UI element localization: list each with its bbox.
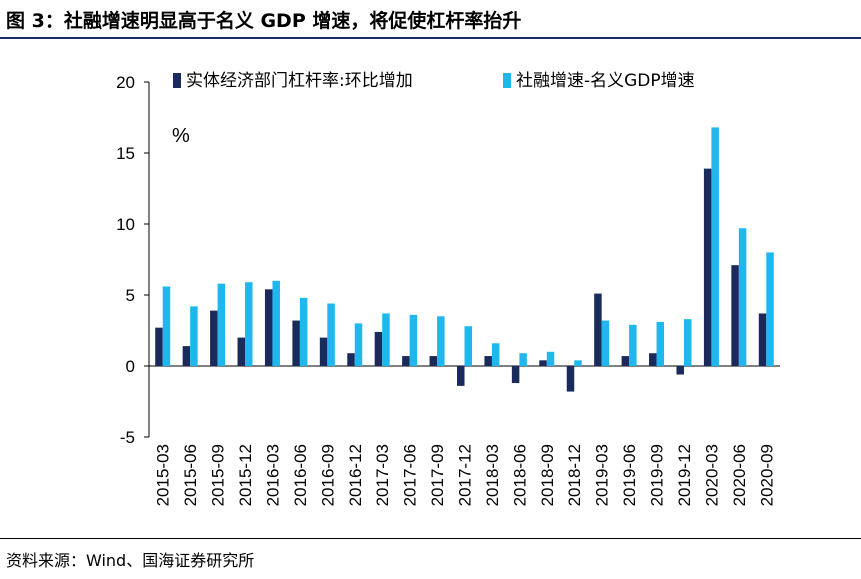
bar-leverage-change — [594, 293, 602, 366]
x-tick-label: 2016-12 — [346, 444, 365, 506]
bar-tsf-minus-gdp — [766, 252, 774, 366]
x-tick-label: 2020-09 — [757, 444, 776, 506]
bar-tsf-minus-gdp — [327, 303, 335, 366]
bar-leverage-change — [429, 356, 438, 366]
bar-tsf-minus-gdp — [656, 321, 665, 366]
bar-leverage-change — [457, 366, 465, 386]
bar-leverage-change — [292, 320, 300, 366]
bar-tsf-minus-gdp — [738, 228, 747, 366]
x-tick-label: 2016-09 — [318, 444, 337, 506]
title-divider — [0, 37, 861, 39]
x-tick-label: 2018-12 — [565, 444, 584, 506]
x-tick-label: 2017-12 — [456, 444, 475, 506]
bar-leverage-change — [649, 353, 657, 366]
x-tick-label: 2015-06 — [181, 444, 200, 506]
bar-leverage-change — [237, 337, 246, 366]
bar-tsf-minus-gdp — [711, 127, 719, 366]
x-tick-label: 2017-06 — [401, 444, 420, 506]
x-tick-label: 2017-03 — [373, 444, 392, 506]
bar-leverage-change — [676, 366, 684, 375]
bar-tsf-minus-gdp — [409, 314, 418, 366]
bar-leverage-change — [731, 265, 739, 366]
bar-leverage-change — [319, 337, 328, 366]
bar-tsf-minus-gdp — [491, 343, 500, 366]
y-tick-label: 15 — [116, 144, 135, 163]
x-tick-label: 2019-09 — [648, 444, 667, 506]
legend-label-tsf: 社融增速-名义GDP增速 — [516, 71, 695, 91]
bar-tsf-minus-gdp — [299, 297, 308, 366]
x-tick-label: 2017-09 — [428, 444, 447, 506]
bar-leverage-change — [621, 356, 630, 366]
y-tick-label: 20 — [116, 73, 135, 92]
x-tick-label: 2016-06 — [291, 444, 310, 506]
bar-leverage-change — [566, 366, 575, 392]
x-tick-label: 2020-03 — [702, 444, 721, 506]
bar-tsf-minus-gdp — [683, 319, 692, 366]
x-tick-label: 2020-06 — [730, 444, 749, 506]
bar-tsf-minus-gdp — [190, 306, 198, 366]
bar-leverage-change — [347, 353, 355, 366]
x-tick-label: 2015-09 — [209, 444, 228, 506]
x-tick-label: 2019-12 — [675, 444, 694, 506]
bar-tsf-minus-gdp — [601, 320, 610, 366]
y-tick-label: 0 — [126, 357, 135, 376]
bar-tsf-minus-gdp — [574, 360, 582, 366]
source-divider — [0, 538, 861, 539]
bar-leverage-change — [210, 310, 218, 366]
x-tick-label: 2018-09 — [538, 444, 557, 506]
bar-tsf-minus-gdp — [217, 283, 226, 366]
bar-leverage-change — [758, 313, 767, 366]
bar-chart: -5 0 5 10 15 20 2015-03 2015-06 2015-09 2015-12 20… — [116, 71, 780, 506]
bar-leverage-change — [155, 327, 163, 366]
x-tick-label: 2015-12 — [236, 444, 255, 506]
x-tick-label: 2015-03 — [154, 444, 173, 506]
bar-tsf-minus-gdp — [162, 286, 171, 366]
legend-swatch-tsf — [503, 73, 511, 88]
bar-leverage-change — [264, 289, 273, 366]
bar-tsf-minus-gdp — [519, 353, 527, 366]
y-tick-label: 5 — [126, 286, 135, 305]
bar-leverage-change — [511, 366, 520, 384]
unit-label: % — [172, 125, 190, 147]
bar-leverage-change — [402, 356, 410, 366]
bar-tsf-minus-gdp — [546, 351, 555, 366]
bar-leverage-change — [539, 360, 547, 366]
bar-tsf-minus-gdp — [437, 316, 445, 366]
bar-leverage-change — [374, 331, 383, 366]
bar-tsf-minus-gdp — [272, 280, 280, 366]
bar-tsf-minus-gdp — [464, 326, 472, 366]
x-tick-label: 2018-03 — [483, 444, 502, 506]
y-tick-label: 10 — [116, 215, 135, 234]
figure-title: 图 3：社融增速明显高于名义 GDP 增速，将促使杠杆率抬升 — [6, 10, 522, 32]
bar-leverage-change — [703, 168, 712, 366]
x-tick-label: 2018-06 — [510, 444, 529, 506]
bar-tsf-minus-gdp — [245, 282, 253, 366]
bar-tsf-minus-gdp — [382, 313, 390, 366]
bar-tsf-minus-gdp — [354, 323, 363, 366]
bar-tsf-minus-gdp — [629, 324, 637, 366]
source-note: 资料来源：Wind、国海证券研究所 — [6, 551, 255, 570]
legend-swatch-leverage — [173, 73, 181, 88]
bar-leverage-change — [484, 356, 492, 366]
x-tick-label: 2016-03 — [263, 444, 282, 506]
bar-leverage-change — [182, 346, 191, 366]
x-tick-label: 2019-06 — [620, 444, 639, 506]
legend-label-leverage: 实体经济部门杠杆率:环比增加 — [186, 71, 413, 91]
x-tick-label: 2019-03 — [593, 444, 612, 506]
y-tick-label: -5 — [120, 428, 135, 447]
